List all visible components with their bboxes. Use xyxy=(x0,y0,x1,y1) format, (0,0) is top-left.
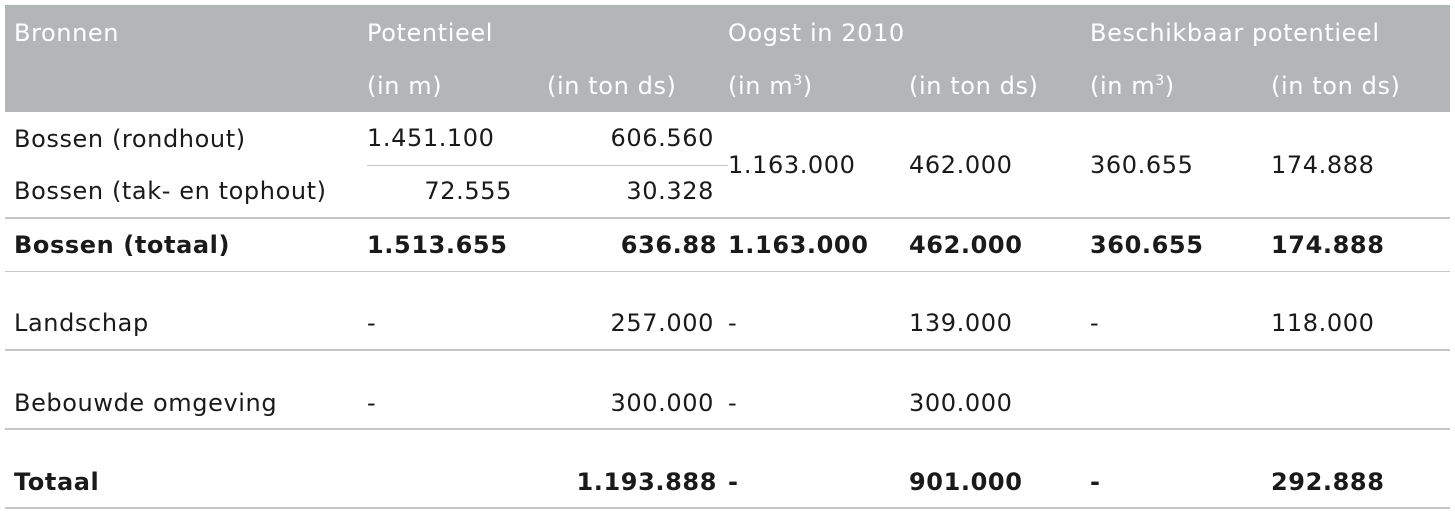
row-bebouwde-omgeving: Bebouwde omgeving - 300.000 - 300.000 xyxy=(5,350,1451,430)
cell-label: Bossen (rondhout) xyxy=(14,124,246,153)
header-bronnen: Bronnen xyxy=(14,18,120,47)
cell-oogst-ton: 300.000 xyxy=(909,350,1090,430)
cell-besch-ton: 118.000 xyxy=(1271,271,1451,351)
header-oogst: Oogst in 2010 xyxy=(728,18,905,47)
cell-oogst-m3: - xyxy=(728,429,909,509)
cell-besch-m3: - xyxy=(1090,271,1271,351)
cell-label: Bebouwde omgeving xyxy=(5,350,367,430)
oogst-unit-m3-sup: 3 xyxy=(793,73,803,89)
cell-oogst-m3: - xyxy=(728,271,909,351)
cell-besch-ton xyxy=(1271,350,1451,430)
besch-unit-m3-pre: (in m xyxy=(1090,72,1156,100)
cell-oogst-m3: 1.163.000 xyxy=(728,218,909,272)
cell-besch-m3 xyxy=(1090,350,1271,430)
row-bossen-takhout: Bossen (tak- en tophout) 72.555 30.328 xyxy=(5,165,1450,219)
cell-pot-ton: 636.88 xyxy=(547,218,728,272)
cell-pot-ton: 606.560 xyxy=(547,112,728,166)
header-pot-unit-ton: (in ton ds) xyxy=(547,72,677,100)
header-besch-unit-m3: (in m3) xyxy=(1090,60,1271,112)
cell-label: Landschap xyxy=(5,271,367,351)
cell-pot-m: 1.451.100 xyxy=(367,112,547,166)
header-pot-unit-m: (in m) xyxy=(367,72,443,100)
cell-pot-ton: 1.193.888 xyxy=(547,429,728,509)
header-besch-unit-ton: (in ton ds) xyxy=(1271,72,1401,100)
row-landschap: Landschap - 257.000 - 139.000 - 118.000 xyxy=(5,271,1451,351)
cell-label: Bossen (tak- en tophout) xyxy=(5,165,367,219)
cell-besch-m3: 360.655 xyxy=(1090,112,1271,219)
cell-pot-ton: 30.328 xyxy=(547,165,728,219)
cell-oogst-ton: 139.000 xyxy=(909,271,1090,351)
cell-pot-m: - xyxy=(367,271,547,351)
header-oogst-unit-m3: (in m3) xyxy=(728,60,909,112)
row-bossen-totaal: Bossen (totaal) 1.513.655 636.88 1.163.0… xyxy=(5,218,1451,272)
cell-besch-ton: 292.888 xyxy=(1271,429,1451,509)
cell-pot-m xyxy=(367,429,547,509)
row-bossen-rondhout: Bossen (rondhout) 1.451.100 606.560 1.16… xyxy=(5,112,1451,219)
header-empty xyxy=(5,60,367,112)
cell-besch-m3: 360.655 xyxy=(1090,218,1271,272)
besch-unit-m3-sup: 3 xyxy=(1155,73,1165,89)
cell-besch-ton: 174.888 xyxy=(1271,218,1451,272)
header-row-2: (in m) (in ton ds) (in m3) (in ton ds) (… xyxy=(5,60,1451,112)
cell-pot-ton: 300.000 xyxy=(547,350,728,430)
cell-pot-m: - xyxy=(367,350,547,430)
besch-unit-m3-post: ) xyxy=(1164,72,1175,100)
cell-label: Totaal xyxy=(5,429,367,509)
cell-besch-ton: 174.888 xyxy=(1271,112,1451,219)
row-totaal: Totaal 1.193.888 - 901.000 - 292.888 xyxy=(5,429,1451,509)
header-potentieel: Potentieel xyxy=(367,18,493,47)
cell-oogst-ton: 462.000 xyxy=(909,112,1090,219)
cell-pot-m: 1.513.655 xyxy=(367,218,547,272)
oogst-unit-m3-pre: (in m xyxy=(728,72,794,100)
cell-label: Bossen (totaal) xyxy=(5,218,367,272)
header-oogst-unit-ton: (in ton ds) xyxy=(909,72,1039,100)
cell-oogst-m3: 1.163.000 xyxy=(728,112,909,219)
cell-oogst-m3: - xyxy=(728,350,909,430)
oogst-unit-m3-post: ) xyxy=(802,72,813,100)
cell-oogst-ton: 901.000 xyxy=(909,429,1090,509)
biomass-table: Bronnen Potentieel Oogst in 2010 Beschik… xyxy=(5,5,1451,509)
cell-oogst-ton: 462.000 xyxy=(909,218,1090,272)
cell-pot-ton: 257.000 xyxy=(547,271,728,351)
cell-besch-m3: - xyxy=(1090,429,1271,509)
header-row-1: Bronnen Potentieel Oogst in 2010 Beschik… xyxy=(5,5,1451,60)
cell-pot-m: 72.555 xyxy=(367,165,547,219)
header-beschikbaar: Beschikbaar potentieel xyxy=(1090,18,1380,47)
